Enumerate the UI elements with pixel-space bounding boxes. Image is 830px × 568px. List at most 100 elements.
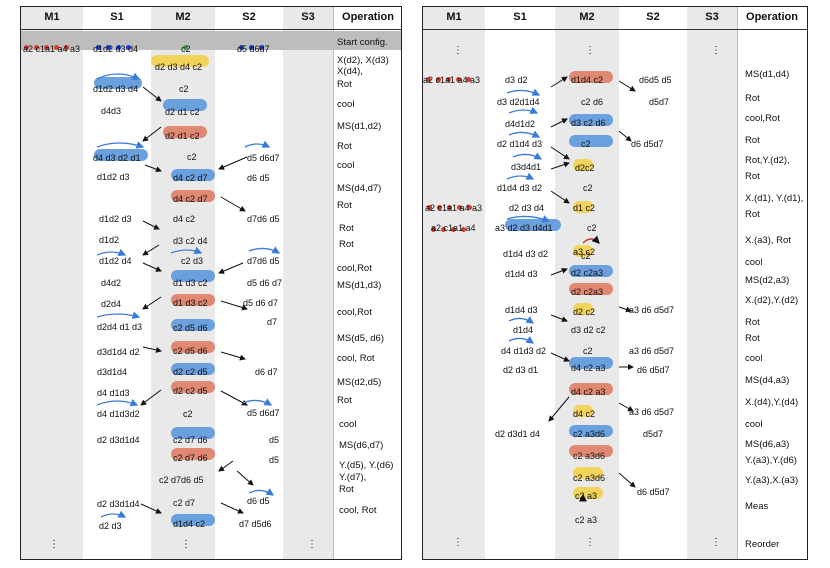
ion-label: d2 d3 d4 c2 (155, 62, 203, 72)
operation-label: cool (337, 160, 355, 171)
ion-label: c2 d7 (173, 498, 196, 508)
zone-highlight (569, 425, 613, 437)
ion-label: d1 d3 c2 (173, 278, 208, 288)
operation-label: cool,Rot (337, 307, 372, 318)
ion-label: d1d4 d3 (505, 269, 538, 279)
zone-highlight (569, 357, 613, 369)
operation-label: MS(d2,a3) (745, 275, 790, 286)
zone-highlight (569, 445, 613, 457)
ion-label: c2 (583, 346, 593, 356)
operation-label: cool,Rot (337, 263, 372, 274)
ion-label: c2 (187, 152, 197, 162)
continuation-ellipsis: ⋮ (585, 537, 595, 548)
ion-label: d7d6 d5 (247, 214, 280, 224)
ion-label: c2 d6 (581, 97, 604, 107)
continuation-ellipsis: ⋮ (49, 539, 59, 550)
zone-highlight (573, 405, 593, 417)
continuation-ellipsis: ⋮ (711, 537, 721, 548)
header-s2: S2 (242, 11, 256, 23)
operation-label: cool (745, 419, 763, 430)
ion-label: d1 c2 (573, 203, 596, 213)
ion-label: a3 d6 d5d7 (629, 407, 675, 417)
zone-highlight (569, 114, 613, 126)
zone-highlight (171, 514, 215, 526)
header-operation: Operation (342, 11, 394, 23)
ion-label: d7 (267, 317, 278, 327)
zone-highlight (569, 135, 613, 147)
right-schedule-panel: M1 S1 M2 S2 S3 Operation ⋮ ⋮ ⋮ a2 c1a1 a… (422, 6, 808, 560)
operation-label: MS(d2,d5) (337, 377, 382, 388)
ion-label: c2 d7 d6 (173, 435, 208, 445)
operation-label: Rot (745, 171, 760, 182)
operation-label: Rot (339, 223, 354, 234)
ion-label: d1d4 d3 d2 (503, 249, 549, 259)
operation-label: Rot (745, 135, 760, 146)
ion-label: d1d2 d3 (97, 172, 130, 182)
ion-label: d3d4d1 (511, 162, 542, 172)
transfer-arrows (506, 76, 636, 502)
ion-row (24, 37, 74, 50)
ion-label: d6 d5d7 (631, 139, 664, 149)
header-m2: M2 (175, 11, 191, 23)
left-schedule-panel: M1 S1 M2 S2 S3 Operation a2 c1a1 a4 a3 d… (20, 6, 402, 560)
ion-label: d4 d1d3 d2 (501, 346, 547, 356)
header-s1: S1 (110, 11, 124, 23)
zone-highlight (569, 265, 613, 277)
zone-highlight (573, 159, 593, 171)
header-row: M1 S1 M2 S2 S3 Operation (21, 7, 401, 30)
header-s1: S1 (513, 11, 527, 23)
ion-label: c2 d7 d6 (173, 453, 208, 463)
m1-column (21, 7, 83, 559)
ion-label: d1d2 d3 d4 (93, 84, 139, 94)
ion-label: d5 d6d7 (247, 153, 280, 163)
ion-label: d5 (269, 455, 280, 465)
ion-label: d2 c2 (573, 307, 596, 317)
operation-label: cool, Rot (339, 505, 377, 516)
zone-highlight (171, 363, 215, 375)
ion-label: d7d6 d5 (247, 256, 280, 266)
ion-label: d7 d5d6 (239, 519, 272, 529)
operation-label: X(d4), (337, 66, 363, 77)
ion-label: d1d4 c2 (173, 519, 206, 529)
operation-label: Start config. (337, 37, 388, 48)
operation-label: Reorder (745, 539, 780, 550)
operation-label: Rot (337, 200, 352, 211)
ion-label: d2d4 d1 d3 (97, 322, 143, 332)
ion-label: c2 (581, 139, 591, 149)
ion-label: d2 d1 c2 (165, 131, 200, 141)
operation-label: cool (745, 257, 763, 268)
operation-label: Rot (339, 239, 354, 250)
zone-highlight (573, 245, 593, 257)
header-m2: M2 (579, 11, 595, 23)
ion-label: d2 c2a3 (571, 268, 604, 278)
ion-label: a2 c1a1 a4 a3 (423, 75, 481, 85)
ion-label: d1d4 c2 (571, 75, 604, 85)
operation-label: Rot (337, 395, 352, 406)
ion-label: d3 c2 d4 (173, 236, 208, 246)
ion-label: d5 d6d7 (237, 44, 270, 54)
ion-label: c2 a3d6 (573, 451, 606, 461)
ion-label: c2 d3 (181, 256, 204, 266)
zone-highlight (163, 99, 207, 111)
zone-highlight (171, 169, 215, 181)
ion-label: d1d2 d3 (99, 214, 132, 224)
ion-label: d2 d3d1d4 (97, 435, 140, 445)
header-s2: S2 (646, 11, 660, 23)
operation-label: MS(d6,d7) (339, 440, 384, 451)
operation-label: cool (337, 99, 355, 110)
zone-highlight (569, 71, 613, 83)
ion-label: d2d4 (101, 299, 122, 309)
header-operation: Operation (746, 11, 798, 23)
operation-label: MS(d4,a3) (745, 375, 790, 386)
operation-label: Rot,Y.(d2), (745, 155, 790, 166)
ion-label: d6 d5 (247, 173, 270, 183)
ion-label: d4 c2 a3 (571, 363, 606, 373)
ion-label: d2 c2 d5 (173, 367, 208, 377)
ion-label: d4 d1d3 (97, 388, 130, 398)
zone-highlight (151, 55, 209, 67)
zone-highlight (569, 283, 613, 295)
m1-column (423, 7, 485, 559)
ion-label: a2 c1a1 a4 (431, 223, 476, 233)
ion-label: d3 c2 d6 (571, 118, 606, 128)
continuation-ellipsis: ⋮ (453, 45, 463, 56)
